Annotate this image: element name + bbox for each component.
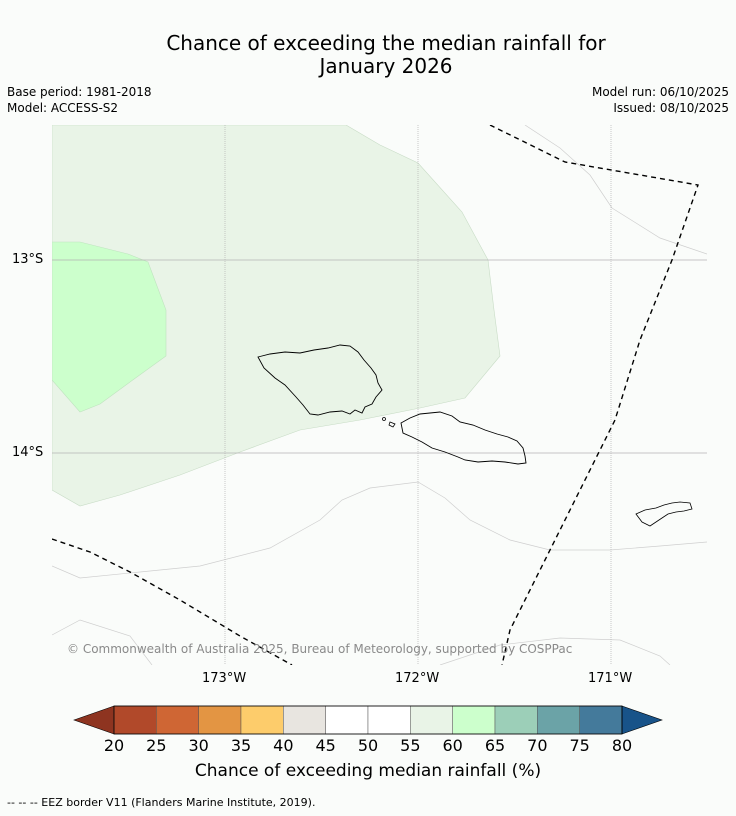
savaii-island bbox=[257, 344, 383, 416]
colorbar-segment bbox=[113, 705, 157, 735]
colorbar-tick-label: 40 bbox=[273, 736, 294, 755]
colorbar-tick-label: 50 bbox=[357, 736, 379, 755]
probability-region-55-60 bbox=[52, 125, 501, 507]
model-name: Model: ACCESS-S2 bbox=[7, 101, 119, 115]
copyright-notice: © Commonwealth of Australia 2025, Bureau… bbox=[67, 642, 573, 656]
colorbar-title: Chance of exceeding median rainfall (%) bbox=[194, 761, 542, 781]
upolu-island bbox=[400, 411, 527, 465]
issued-date: Issued: 08/10/2025 bbox=[613, 101, 729, 115]
manono-islet bbox=[388, 421, 396, 428]
contour-line-bottom bbox=[52, 619, 671, 665]
meta-right: Model run: 06/10/2025 Issued: 08/10/2025 bbox=[592, 84, 729, 116]
colorbar-segment bbox=[367, 705, 411, 735]
lat-label-14s: 14°S bbox=[12, 445, 44, 460]
colorbar-tick-label: 80 bbox=[611, 736, 633, 755]
lat-label-13s: 13°S bbox=[12, 252, 44, 267]
tutuila-island bbox=[635, 501, 693, 527]
colorbar-extend-low bbox=[73, 705, 115, 735]
colorbar-segment bbox=[579, 705, 623, 735]
colorbar-segment bbox=[452, 705, 496, 735]
colorbar-tick-label: 20 bbox=[103, 736, 125, 755]
colorbar-segment bbox=[325, 705, 369, 735]
colorbar-tick-label: 75 bbox=[569, 736, 590, 755]
probability-region-60-65 bbox=[52, 241, 167, 413]
colorbar-segment bbox=[494, 705, 538, 735]
eez-footnote: -- -- -- EEZ border V11 (Flanders Marine… bbox=[7, 796, 316, 809]
colorbar bbox=[73, 705, 663, 735]
colorbar-segment bbox=[240, 705, 284, 735]
colorbar-tick-label: 45 bbox=[315, 736, 336, 755]
colorbar-tick-label: 25 bbox=[146, 736, 167, 755]
colorbar-segment bbox=[198, 705, 242, 735]
lon-label-171w: 171°W bbox=[588, 671, 633, 686]
map-title: Chance of exceeding the median rainfall … bbox=[0, 32, 736, 78]
colorbar-outline bbox=[113, 705, 623, 735]
colorbar-tick-label: 70 bbox=[527, 736, 548, 755]
eez-border bbox=[52, 125, 699, 665]
colorbar-segment bbox=[283, 705, 326, 735]
colorbar-tick-label: 65 bbox=[484, 736, 506, 755]
meta-left: Base period: 1981-2018 Model: ACCESS-S2 bbox=[7, 84, 152, 116]
colorbar-segment bbox=[156, 705, 199, 735]
base-period: Base period: 1981-2018 bbox=[7, 85, 152, 99]
rainfall-map bbox=[52, 125, 707, 665]
title-line-1: Chance of exceeding the median rainfall … bbox=[166, 31, 606, 55]
lon-label-172w: 172°W bbox=[395, 671, 440, 686]
colorbar-tick-label: 35 bbox=[230, 736, 252, 755]
colorbar-tick-label: 60 bbox=[442, 736, 463, 755]
colorbar-tick-label: 55 bbox=[400, 736, 421, 755]
colorbar-extend-high bbox=[621, 705, 663, 735]
contour-line-south bbox=[52, 481, 707, 579]
contour-line-northeast bbox=[524, 125, 707, 255]
model-run: Model run: 06/10/2025 bbox=[591, 85, 729, 99]
colorbar-segment bbox=[410, 705, 453, 735]
apolima-islet bbox=[382, 417, 386, 421]
title-line-2: January 2026 bbox=[319, 54, 453, 78]
lon-label-173w: 173°W bbox=[202, 671, 247, 686]
colorbar-tick-label: 30 bbox=[188, 736, 209, 755]
colorbar-segment bbox=[537, 705, 580, 735]
